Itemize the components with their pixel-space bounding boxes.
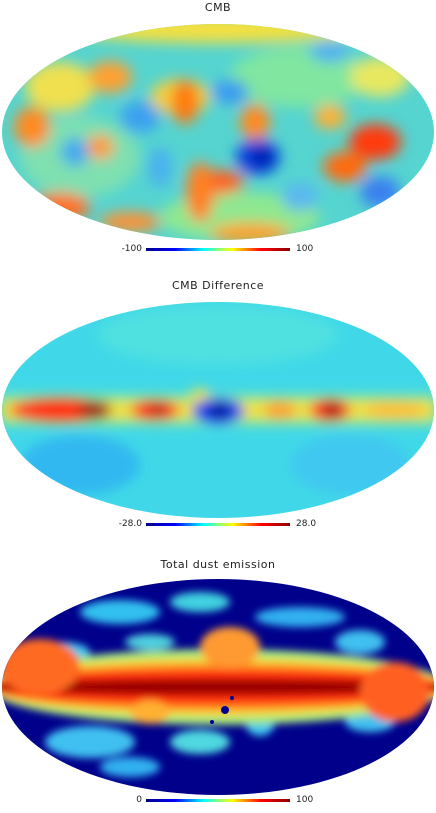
cmb-colorbar-max-label: 100 [296, 244, 314, 254]
dust-emission-colorbar [146, 799, 290, 802]
cmb-map-panel: CMB [0, 0, 436, 262]
dust-emission-mollweide-map [2, 579, 434, 795]
cmb-difference-mollweide-map [2, 302, 434, 518]
cmb-colorbar [146, 248, 290, 251]
cmb-difference-map-title: CMB Difference [171, 279, 265, 292]
cmb-difference-map-panel: CMB Difference [0, 276, 436, 538]
cmb-difference-colorbar [146, 523, 290, 526]
cmb-colorbar-min-label: -100 [121, 244, 142, 254]
cmb-map-title: CMB [204, 1, 232, 14]
cmb-difference-colorbar-min-label: -28.0 [118, 519, 142, 529]
dust-emission-map-panel: Total dust emission [0, 555, 436, 813]
cmb-mollweide-map [2, 24, 434, 240]
dust-emission-colorbar-min-label: 0 [136, 795, 142, 805]
dust-emission-map-title: Total dust emission [160, 558, 276, 571]
cmb-difference-colorbar-max-label: 28.0 [296, 519, 317, 529]
dust-emission-colorbar-max-label: 100 [296, 795, 314, 805]
